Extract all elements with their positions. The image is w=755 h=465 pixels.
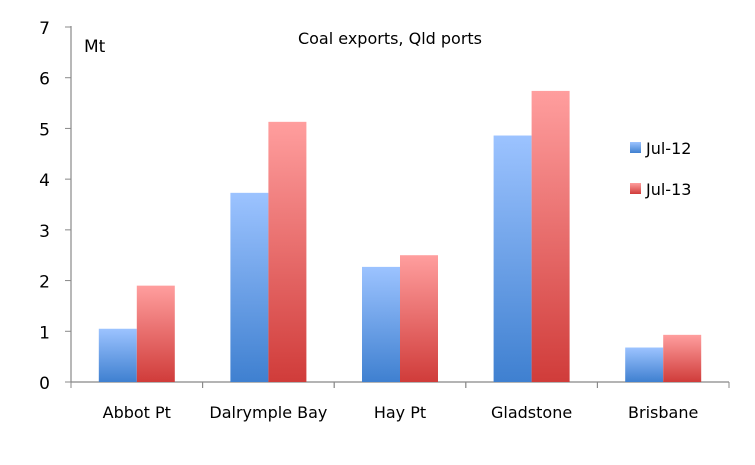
bar-Jul-13 [268, 121, 307, 382]
bar-Jul-12 [362, 266, 400, 382]
chart-title: Coal exports, Qld ports [298, 29, 482, 48]
bar-Jul-13 [400, 255, 438, 382]
bar-Jul-12 [493, 135, 532, 382]
y-tick-label: 1 [39, 323, 50, 343]
y-tick-label: 5 [39, 120, 50, 140]
y-tick-label: 4 [39, 171, 50, 191]
y-tick-label: 0 [39, 374, 50, 394]
x-tick-label: Brisbane [628, 403, 698, 422]
bar-Jul-12 [230, 192, 269, 382]
x-tick-label: Gladstone [491, 403, 572, 422]
bar-Jul-13 [531, 90, 570, 383]
bar-Jul-12 [625, 347, 664, 382]
y-axis-label: Mt [84, 37, 106, 57]
bar-Jul-13 [136, 285, 175, 382]
y-tick-label: 7 [39, 19, 50, 39]
legend-label: Jul-13 [645, 180, 691, 199]
legend-label: Jul-12 [645, 139, 691, 158]
legend-swatch [630, 142, 641, 153]
bar-Jul-12 [98, 328, 137, 382]
y-tick-label: 2 [39, 273, 50, 293]
legend-swatch [630, 183, 641, 194]
x-tick-label: Abbot Pt [103, 403, 171, 422]
x-tick-label: Dalrymple Bay [209, 403, 327, 422]
y-tick-label: 3 [39, 222, 50, 242]
bar-Jul-13 [663, 334, 702, 382]
y-tick-label: 6 [39, 70, 50, 90]
x-tick-label: Hay Pt [374, 403, 426, 422]
